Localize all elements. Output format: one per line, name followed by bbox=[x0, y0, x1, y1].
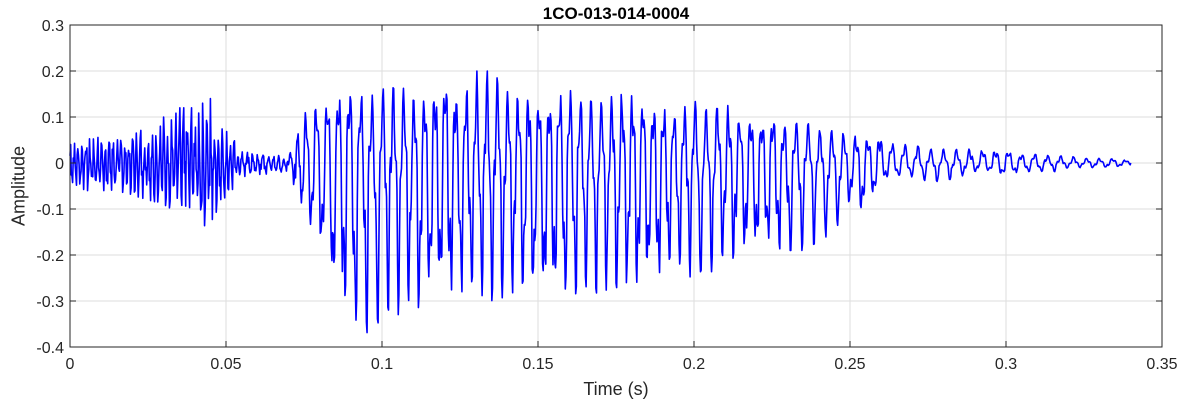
waveform-line bbox=[69, 70, 1132, 334]
x-tick-label: 0 bbox=[66, 356, 75, 373]
x-tick-label: 0.3 bbox=[995, 356, 1017, 373]
y-axis-label: Amplitude bbox=[8, 146, 28, 226]
x-tick-label: 0.15 bbox=[522, 356, 553, 373]
x-tick-label: 0.35 bbox=[1146, 356, 1177, 373]
x-tick-label: 0.1 bbox=[371, 356, 393, 373]
plot-series bbox=[69, 70, 1132, 334]
y-tick-label: -0.4 bbox=[36, 340, 64, 357]
x-axis-ticks: 0 0.05 0.1 0.15 0.2 0.25 0.3 0.35 bbox=[66, 25, 1178, 373]
x-tick-label: 0.2 bbox=[683, 356, 705, 373]
y-tick-label: 0.2 bbox=[42, 64, 64, 81]
chart-title: 1CO-013-014-0004 bbox=[543, 4, 690, 23]
y-axis-ticks: -0.4 -0.3 -0.2 -0.1 0 0.1 0.2 0.3 bbox=[36, 18, 1162, 357]
y-tick-label: -0.2 bbox=[36, 248, 64, 265]
plot-frame bbox=[69, 24, 1163, 348]
y-tick-label: -0.3 bbox=[36, 294, 64, 311]
y-tick-label: 0 bbox=[55, 156, 64, 173]
y-tick-label: -0.1 bbox=[36, 202, 64, 219]
x-tick-label: 0.25 bbox=[834, 356, 865, 373]
y-tick-label: 0.3 bbox=[42, 18, 64, 35]
x-tick-label: 0.05 bbox=[210, 356, 241, 373]
y-tick-label: 0.1 bbox=[42, 110, 64, 127]
x-axis-label: Time (s) bbox=[583, 379, 648, 399]
